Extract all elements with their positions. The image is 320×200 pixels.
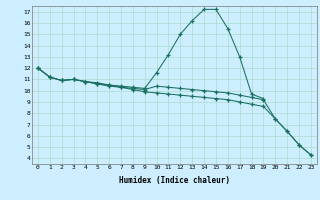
X-axis label: Humidex (Indice chaleur): Humidex (Indice chaleur) <box>119 176 230 185</box>
